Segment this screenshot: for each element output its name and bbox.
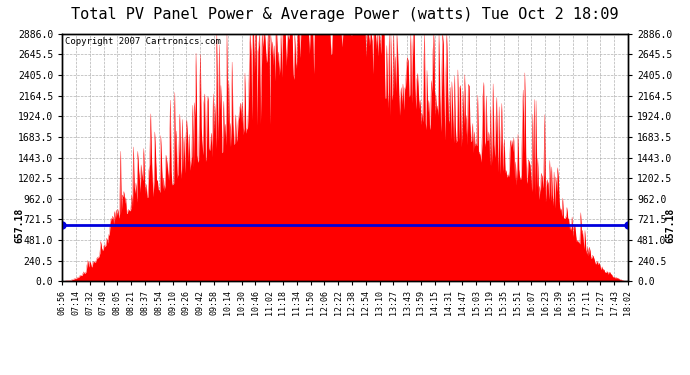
Text: Copyright 2007 Cartronics.com: Copyright 2007 Cartronics.com xyxy=(65,38,221,46)
Text: Total PV Panel Power & Average Power (watts) Tue Oct 2 18:09: Total PV Panel Power & Average Power (wa… xyxy=(71,8,619,22)
Text: 657.18: 657.18 xyxy=(14,207,25,243)
Text: 657.18: 657.18 xyxy=(665,207,676,243)
